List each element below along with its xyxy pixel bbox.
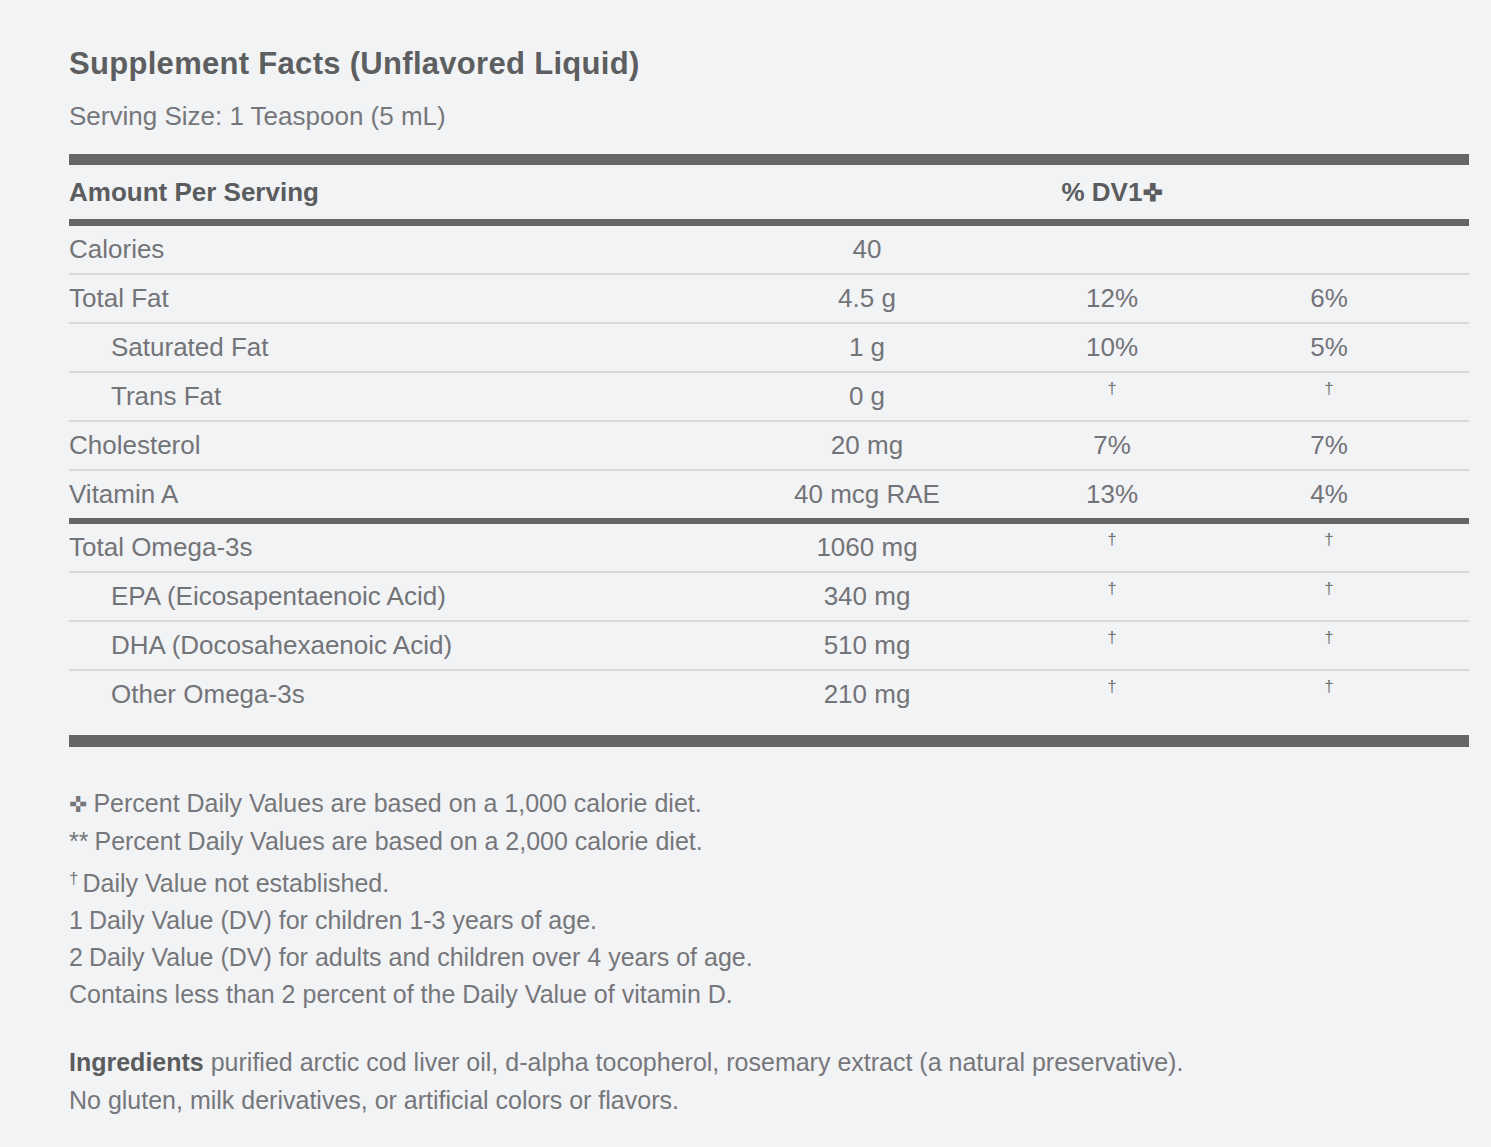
page-title: Supplement Facts (Unflavored Liquid) xyxy=(69,46,1469,82)
table-row-other-omega-3s: Other Omega-3s 210 mg † † xyxy=(69,671,1469,718)
footnote-text: Daily Value not established. xyxy=(82,869,389,897)
nutrient-amount: 0 g xyxy=(699,381,1035,412)
header-divider-bar xyxy=(69,219,1469,226)
table-row-epa: EPA (Eicosapentaenoic Acid) 340 mg † † xyxy=(69,573,1469,620)
table-row-vitamin-a: Vitamin A 40 mcg RAE 13% 4% xyxy=(69,471,1469,518)
double-asterisk-icon: ** xyxy=(69,827,88,855)
nutrient-label: Calories xyxy=(69,234,699,265)
supplement-facts-panel: Supplement Facts (Unflavored Liquid) Ser… xyxy=(0,0,1491,1119)
column-header-amount-per-serving: Amount Per Serving xyxy=(69,177,699,208)
nutrient-amount: 40 xyxy=(699,234,1035,265)
footnote-dv2-definition: 2Daily Value (DV) for adults and childre… xyxy=(69,939,1469,976)
table-bottom-bar xyxy=(69,735,1469,747)
nutrient-dv1: 12% xyxy=(1035,283,1189,314)
nutrient-dv2: 4% xyxy=(1189,479,1469,510)
nutrient-amount: 510 mg xyxy=(699,630,1035,661)
ingredients-line-1: Ingredients purified arctic cod liver oi… xyxy=(69,1043,1469,1081)
footnote-text: Contains less than 2 percent of the Dail… xyxy=(69,980,733,1008)
nutrient-label: Total Fat xyxy=(69,283,699,314)
footnote-dv1: ✜Percent Daily Values are based on a 1,0… xyxy=(69,785,1469,823)
footnote-text: Daily Value (DV) for children 1-3 years … xyxy=(89,906,597,934)
table-top-bar xyxy=(69,154,1469,165)
ingredients-line-2: No gluten, milk derivatives, or artifici… xyxy=(69,1081,1469,1119)
nutrient-amount: 4.5 g xyxy=(699,283,1035,314)
ingredients-label: Ingredients xyxy=(69,1048,204,1076)
cross-symbol-icon: ✜ xyxy=(69,792,87,817)
nutrient-label: Total Omega-3s xyxy=(69,532,699,563)
dv1-header-label: % DV1 xyxy=(1061,177,1142,207)
table-row-calories: Calories 40 xyxy=(69,226,1469,273)
nutrient-label: Saturated Fat xyxy=(69,332,699,363)
table-row-saturated-fat: Saturated Fat 1 g 10% 5% xyxy=(69,324,1469,371)
table-row-cholesterol: Cholesterol 20 mg 7% 7% xyxy=(69,422,1469,469)
nutrient-amount: 340 mg xyxy=(699,581,1035,612)
footnote-text: Percent Daily Values are based on a 1,00… xyxy=(93,789,701,817)
ingredients-section: Ingredients purified arctic cod liver oi… xyxy=(69,1043,1469,1119)
nutrient-dv2: 6% xyxy=(1189,283,1469,314)
nutrient-label: Other Omega-3s xyxy=(69,679,699,710)
nutrient-dv1: 10% xyxy=(1035,332,1189,363)
nutrient-dv1: 7% xyxy=(1035,430,1189,461)
nutrient-amount: 20 mg xyxy=(699,430,1035,461)
footnote-text: Percent Daily Values are based on a 2,00… xyxy=(94,827,702,855)
nutrient-dv2: 7% xyxy=(1189,430,1469,461)
nutrient-label: Trans Fat xyxy=(69,381,699,412)
nutrient-label: DHA (Docosahexaenoic Acid) xyxy=(69,630,699,661)
cross-symbol-icon: ✜ xyxy=(1142,179,1162,206)
nutrient-amount: 1060 mg xyxy=(699,532,1035,563)
nutrient-amount: 210 mg xyxy=(699,679,1035,710)
table-row-trans-fat: Trans Fat 0 g † † xyxy=(69,373,1469,420)
nutrient-amount: 1 g xyxy=(699,332,1035,363)
nutrient-dv2: 5% xyxy=(1189,332,1469,363)
dagger-icon: † xyxy=(69,869,78,888)
nutrient-dv1: † xyxy=(1035,587,1189,607)
nutrient-label: EPA (Eicosapentaenoic Acid) xyxy=(69,581,699,612)
nutrient-dv1: 13% xyxy=(1035,479,1189,510)
table-row-total-omega-3s: Total Omega-3s 1060 mg † † xyxy=(69,524,1469,571)
nutrient-label: Cholesterol xyxy=(69,430,699,461)
nutrient-dv2: † xyxy=(1189,387,1469,407)
footnote-text: Daily Value (DV) for adults and children… xyxy=(89,943,753,971)
nutrient-dv1: † xyxy=(1035,538,1189,558)
footnote-dagger: †Daily Value not established. xyxy=(69,860,1469,902)
table-row-dha: DHA (Docosahexaenoic Acid) 510 mg † † xyxy=(69,622,1469,669)
nutrient-dv2: † xyxy=(1189,636,1469,656)
nutrient-amount: 40 mcg RAE xyxy=(699,479,1035,510)
table-header-row: Amount Per Serving % DV1✜ xyxy=(69,165,1469,219)
nutrient-dv2: † xyxy=(1189,587,1469,607)
column-header-dv1: % DV1✜ xyxy=(1035,177,1189,208)
serving-size: Serving Size: 1 Teaspoon (5 mL) xyxy=(69,101,1469,132)
footnote-dv1-definition: 1Daily Value (DV) for children 1-3 years… xyxy=(69,902,1469,939)
nutrient-dv1: † xyxy=(1035,636,1189,656)
ingredients-text: purified arctic cod liver oil, d-alpha t… xyxy=(211,1048,1184,1076)
nutrient-label: Vitamin A xyxy=(69,479,699,510)
footnotes-section: ✜Percent Daily Values are based on a 1,0… xyxy=(69,785,1469,1013)
footnote-marker: 1 xyxy=(69,906,83,934)
nutrient-dv1: † xyxy=(1035,387,1189,407)
nutrient-dv1: † xyxy=(1035,685,1189,705)
nutrient-dv2: † xyxy=(1189,685,1469,705)
footnote-marker: 2 xyxy=(69,943,83,971)
footnote-vitamin-d: Contains less than 2 percent of the Dail… xyxy=(69,976,1469,1013)
table-row-total-fat: Total Fat 4.5 g 12% 6% xyxy=(69,275,1469,322)
nutrient-dv2: † xyxy=(1189,538,1469,558)
footnote-dv2: **Percent Daily Values are based on a 2,… xyxy=(69,823,1469,860)
